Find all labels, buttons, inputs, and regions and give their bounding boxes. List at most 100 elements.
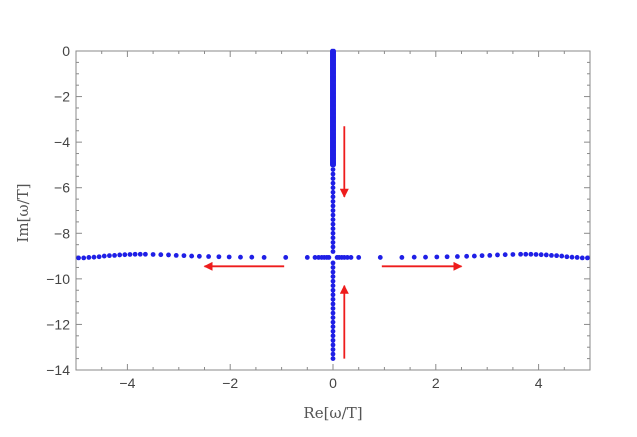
data-point [471, 253, 477, 259]
data-point [543, 252, 549, 258]
data-point [569, 254, 575, 260]
data-point [487, 252, 493, 258]
data-point [196, 253, 202, 259]
data-point [348, 255, 354, 260]
data-point [330, 347, 336, 352]
data-point [330, 328, 336, 334]
data-point [158, 252, 164, 258]
data-point [330, 221, 336, 227]
data-point [283, 255, 289, 260]
y-tick-label: −4 [54, 134, 70, 150]
data-point [330, 226, 336, 232]
data-point [330, 244, 336, 250]
data-point [330, 180, 336, 186]
data-point [523, 251, 529, 257]
data-point [304, 255, 310, 260]
data-point [330, 315, 336, 320]
y-tick-label: −10 [46, 271, 70, 287]
y-tick-label: −2 [54, 89, 70, 105]
x-axis-title: Re[ω/T] [303, 404, 362, 422]
data-point [122, 252, 128, 258]
x-tick-label: 4 [535, 375, 543, 391]
data-point [330, 167, 336, 172]
data-point [132, 251, 138, 257]
data-point [166, 252, 171, 258]
data-point [127, 252, 133, 257]
data-point [330, 296, 336, 302]
y-tick-label: −8 [54, 225, 70, 241]
data-point [330, 269, 336, 275]
x-tick-label: −2 [222, 375, 238, 391]
data-point [434, 254, 440, 260]
data-point [559, 253, 565, 259]
data-point [330, 194, 336, 200]
data-point [495, 252, 500, 258]
data-point [238, 254, 243, 260]
y-axis-title: Im[ω/T] [14, 183, 32, 242]
data-point [330, 337, 336, 343]
data-point [454, 254, 460, 259]
data-point [538, 252, 544, 258]
data-point [533, 252, 539, 257]
data-point [101, 253, 107, 259]
data-point [344, 255, 350, 260]
data-point [330, 278, 336, 284]
data-point [330, 249, 336, 254]
data-point [330, 235, 336, 241]
data-point [518, 251, 524, 257]
data-point [411, 254, 417, 260]
data-point [330, 240, 336, 245]
data-point [86, 255, 92, 260]
data-point [549, 252, 554, 258]
data-point [330, 217, 336, 223]
data-point [399, 255, 405, 260]
data-point [574, 255, 580, 260]
data-point [330, 212, 336, 218]
data-point [216, 254, 222, 260]
data-point [189, 253, 195, 259]
data-points [76, 48, 590, 362]
data-point [330, 189, 336, 195]
data-point [330, 230, 336, 236]
data-point [464, 253, 470, 259]
data-point [112, 252, 117, 258]
flow-arrows [203, 126, 463, 359]
data-point [510, 252, 516, 257]
data-point [423, 254, 428, 260]
data-point [226, 254, 232, 260]
data-point [330, 319, 336, 325]
x-tick-label: −4 [119, 375, 135, 391]
x-tick-label: 2 [432, 375, 440, 391]
data-point [206, 254, 212, 259]
data-point [91, 254, 97, 260]
data-point [330, 185, 336, 191]
y-tick-label: −12 [46, 316, 70, 332]
data-point [356, 255, 362, 260]
data-point [330, 351, 336, 357]
data-point [502, 252, 508, 258]
data-point [330, 176, 336, 182]
data-point [312, 255, 318, 260]
data-point [142, 251, 148, 257]
data-point [330, 292, 336, 298]
data-point [579, 255, 585, 261]
data-point [585, 255, 590, 261]
data-point [330, 198, 336, 204]
data-point [330, 274, 336, 279]
data-point [96, 254, 102, 260]
y-tick-label: −14 [46, 362, 70, 378]
data-point [330, 208, 336, 213]
data-point [117, 252, 123, 258]
data-point [261, 255, 267, 260]
data-point [173, 252, 179, 258]
data-point [564, 254, 570, 260]
data-point [330, 342, 336, 348]
data-point [330, 265, 336, 270]
data-point [330, 283, 336, 289]
data-point [330, 260, 336, 266]
data-point [444, 254, 450, 260]
data-point [330, 301, 336, 307]
data-point [249, 254, 255, 260]
data-point [137, 251, 143, 257]
